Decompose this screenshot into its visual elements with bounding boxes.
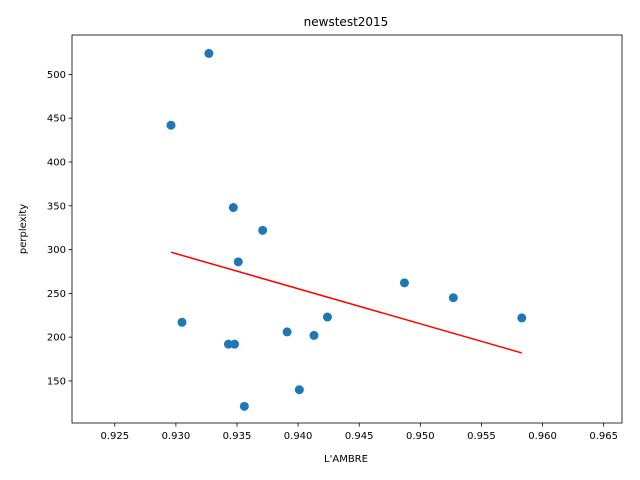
- y-tick-label: 150: [47, 376, 66, 387]
- y-tick-label: 300: [47, 245, 66, 256]
- x-tick-label: 0.950: [406, 431, 435, 442]
- data-point: [517, 313, 527, 323]
- data-point: [166, 120, 176, 130]
- y-tick-label: 400: [47, 157, 66, 168]
- x-tick-label: 0.960: [528, 431, 557, 442]
- chart-title: newstest2015: [304, 15, 389, 29]
- y-tick-label: 450: [47, 114, 66, 125]
- x-tick-label: 0.965: [589, 431, 618, 442]
- x-tick-label: 0.935: [223, 431, 252, 442]
- x-tick-label: 0.955: [467, 431, 496, 442]
- data-point: [258, 225, 268, 235]
- x-tick-label: 0.925: [100, 431, 129, 442]
- x-axis-label: L'AMBRE: [324, 454, 368, 465]
- data-point: [204, 48, 214, 58]
- trend-line-layer: [170, 251, 522, 354]
- y-tick-label: 250: [47, 289, 66, 300]
- data-point: [448, 293, 458, 303]
- y-tick-label: 350: [47, 201, 66, 212]
- data-point: [399, 278, 409, 288]
- y-tick-label: 200: [47, 333, 66, 344]
- data-point: [228, 203, 238, 213]
- y-axis-ticks: 150 200 250 300 350 400 450 500: [47, 70, 72, 387]
- y-tick-label: 500: [47, 70, 66, 81]
- data-point: [177, 317, 187, 327]
- trend-line: [170, 251, 522, 354]
- data-point: [230, 339, 240, 349]
- y-axis-label: perplexity: [18, 204, 29, 254]
- data-point: [322, 312, 332, 322]
- x-tick-label: 0.930: [162, 431, 191, 442]
- data-point: [294, 385, 304, 395]
- x-tick-label: 0.940: [284, 431, 313, 442]
- data-points-layer: [166, 48, 527, 411]
- x-axis-ticks: 0.925 0.930 0.935 0.940 0.945 0.950 0.955 0.960…: [100, 423, 618, 442]
- data-point: [282, 327, 292, 337]
- data-point: [309, 330, 319, 340]
- data-point: [239, 401, 249, 411]
- plot-area-frame: [71, 34, 623, 424]
- x-tick-label: 0.945: [345, 431, 374, 442]
- data-point: [233, 257, 243, 267]
